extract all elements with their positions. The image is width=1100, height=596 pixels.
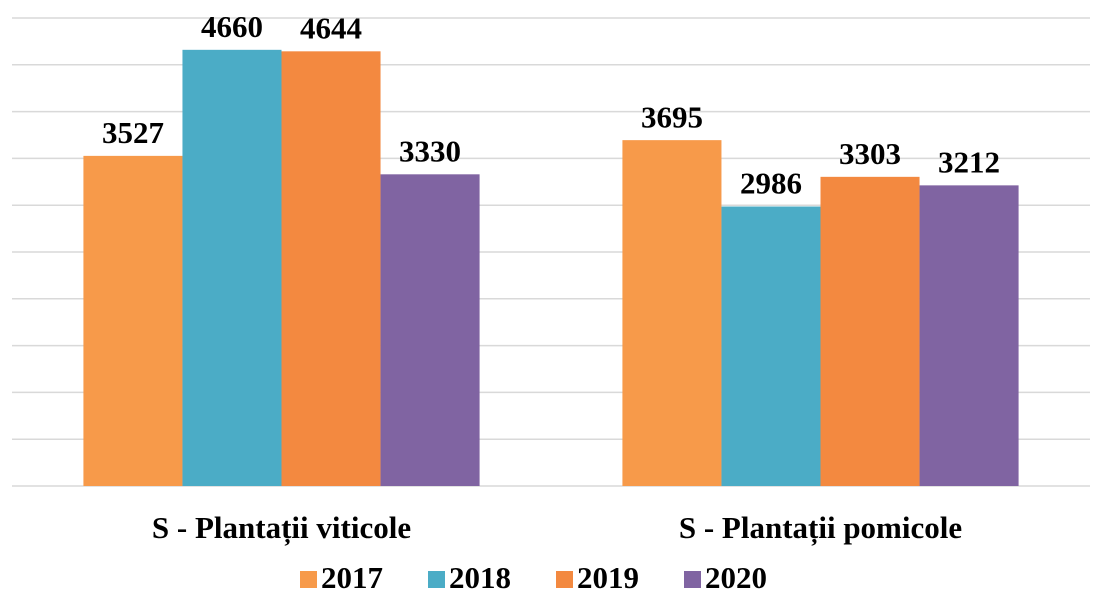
legend-swatch [428, 571, 445, 588]
data-label: 4660 [201, 9, 263, 44]
bar [380, 174, 480, 486]
legend-label: 2017 [321, 560, 383, 595]
data-label: 3527 [102, 115, 164, 150]
legend-label: 2018 [449, 560, 511, 595]
bar [182, 49, 282, 486]
bar [281, 51, 381, 487]
bar [83, 155, 183, 486]
data-label: 3695 [641, 99, 703, 134]
bar [820, 176, 920, 486]
bar [622, 140, 722, 486]
legend-swatch [684, 571, 701, 588]
data-label: 3212 [938, 144, 1000, 179]
legend-swatch [556, 571, 573, 588]
data-label: 2986 [740, 166, 802, 201]
data-label: 3330 [399, 133, 461, 168]
x-tick-label: S - Plantații pomicole [679, 510, 962, 546]
legend-label: 2019 [577, 560, 639, 595]
x-tick-label: S - Plantații viticole [152, 510, 411, 546]
legend-swatch [300, 571, 317, 588]
data-label: 3303 [839, 136, 901, 171]
data-label: 4644 [300, 10, 362, 45]
bar [919, 185, 1019, 486]
bar [721, 206, 821, 486]
legend-label: 2020 [705, 560, 767, 595]
